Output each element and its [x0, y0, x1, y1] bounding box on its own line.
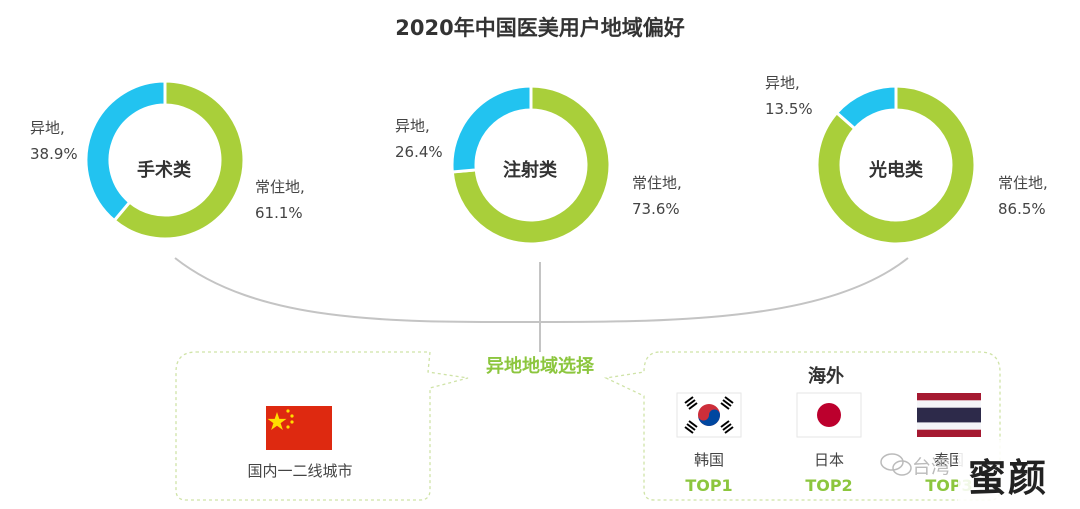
country-name: 韩国 [693, 451, 724, 469]
donut-center-label: 注射类 [503, 160, 557, 181]
thailand-flag-icon [917, 393, 981, 437]
country-name: 泰国 [933, 451, 964, 469]
local-slice [450, 84, 612, 246]
local-label: 常住地, 73.6% [632, 174, 682, 218]
domestic-label: 国内一二线城市 [247, 462, 353, 480]
donut-center-label: 光电类 [869, 160, 923, 181]
country-rank: TOP2 [805, 476, 853, 495]
local-slice [112, 79, 246, 241]
watermark-text: 台湾 [912, 456, 951, 478]
watermark-logo: 蜜颜 [968, 455, 1049, 500]
remote-label: 异地, 26.4% [395, 117, 443, 161]
remote-slice [450, 84, 533, 174]
wechat-watermark-icon [880, 453, 912, 476]
south-korea-flag-icon [676, 392, 742, 438]
watermark-backdrop [958, 440, 1074, 502]
local-slice [815, 84, 977, 246]
donut-center-label: 手术类 [137, 160, 191, 181]
china-flag-icon [266, 406, 332, 450]
remote-label: 异地, 38.9% [30, 119, 78, 163]
japan-flag-icon [796, 392, 862, 438]
local-label: 常住地, 61.1% [255, 178, 305, 222]
remote-slice [834, 84, 898, 131]
country-name: 日本 [813, 451, 844, 469]
overseas-title: 海外 [808, 366, 844, 387]
country-rank: TOP1 [685, 476, 733, 495]
remote-label: 异地, 13.5% [765, 74, 813, 118]
remote-region-title: 异地地域选择 [486, 356, 594, 377]
local-label: 常住地, 86.5% [998, 174, 1048, 218]
remote-slice [84, 79, 167, 223]
chart-title: 2020年中国医美用户地域偏好 [395, 16, 685, 40]
connector-curve [174, 257, 909, 324]
overseas-callout-box [603, 351, 1001, 501]
